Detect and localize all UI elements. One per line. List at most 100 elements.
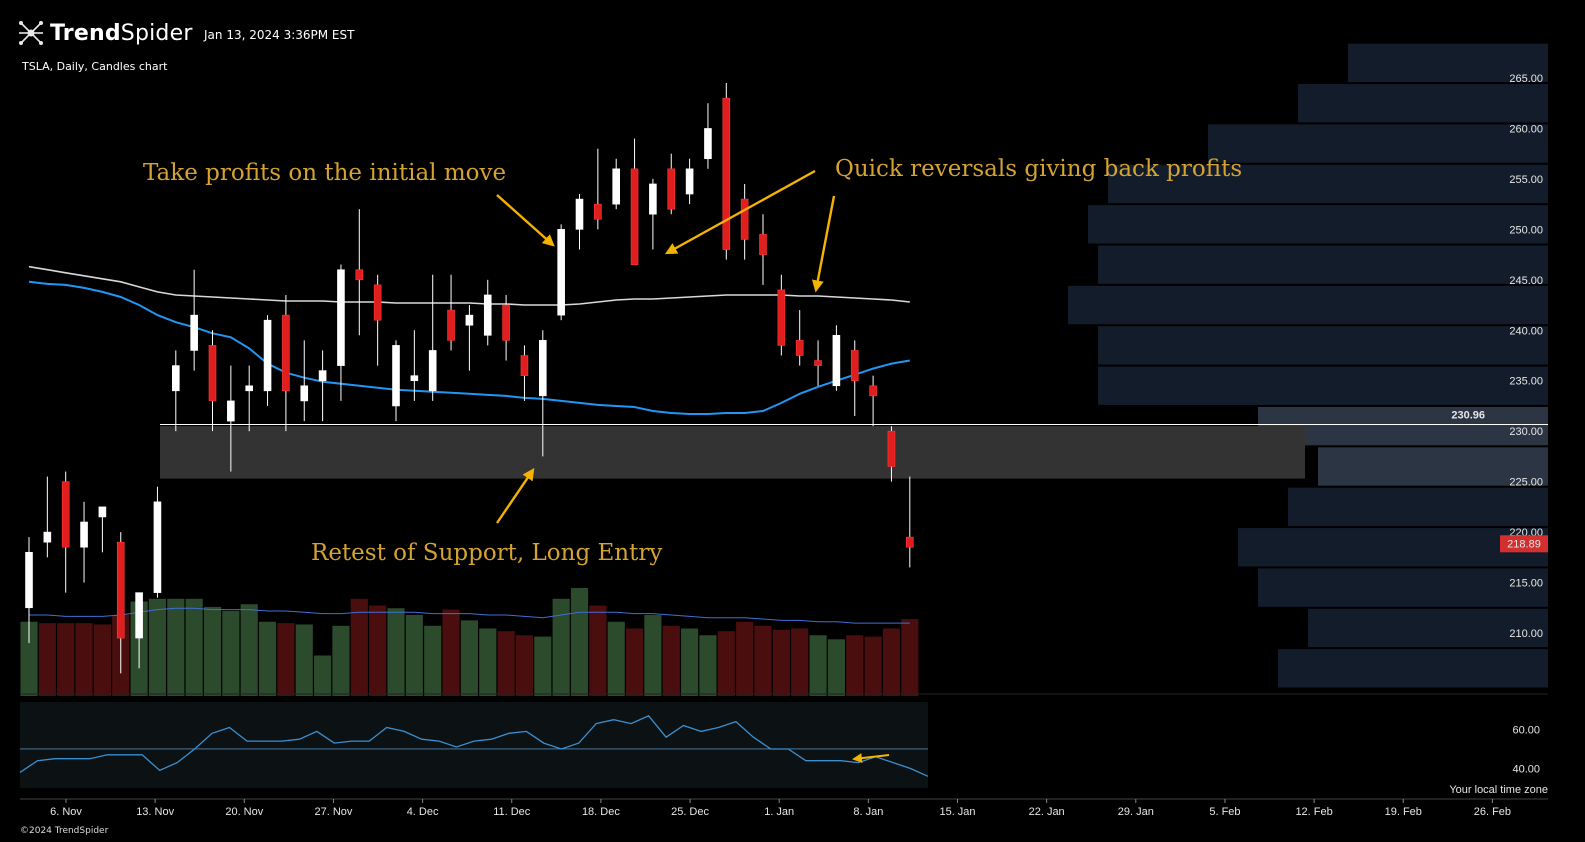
candle [25, 537, 33, 644]
candle-body [318, 370, 327, 382]
volume-bar [93, 624, 111, 696]
volume-bar [736, 621, 754, 696]
arrow-reversal-1 [664, 169, 816, 255]
candle-body [428, 350, 437, 392]
trendspider-logo: TrendSpider [18, 20, 193, 46]
candle [814, 340, 822, 386]
volume-bar [552, 598, 570, 696]
volume-profile-bin [1258, 406, 1548, 446]
candle-body [25, 551, 33, 609]
candle [685, 158, 694, 205]
support-zone [160, 426, 1305, 479]
candle [575, 194, 584, 250]
annotation-quick-reversals: Quick reversals giving back profits [835, 156, 1242, 182]
candle [887, 426, 896, 482]
volume-bar [442, 609, 460, 696]
volume-profile-bin [1278, 649, 1548, 688]
candle-body [575, 198, 584, 230]
price-tick-label: 215.00 [1509, 578, 1543, 590]
candle [80, 501, 88, 583]
volume-profile-bin [1068, 285, 1548, 325]
volume-bar [772, 629, 790, 696]
volume-bar [515, 635, 534, 696]
volume-bar [295, 624, 313, 696]
date-tick-label: 25. Dec [671, 806, 709, 818]
candle-body [208, 345, 217, 402]
candle [116, 532, 125, 674]
logo-text-bold: Trend [50, 20, 121, 46]
volume-profile-bin [1318, 447, 1548, 486]
candle-body [337, 269, 345, 366]
candle-body [795, 340, 804, 356]
date-tick-label: 1. Jan [764, 806, 794, 818]
candle-body [135, 592, 143, 639]
date-tick-label: 18. Dec [582, 806, 620, 818]
volume-bar [57, 623, 75, 696]
volume-profile-bin [1098, 245, 1548, 284]
volume-bar [901, 619, 919, 696]
volume-profile [1068, 43, 1548, 688]
spider-icon [19, 21, 43, 45]
volume-bar [809, 635, 827, 696]
candle [428, 274, 437, 401]
volume-bar [369, 605, 387, 696]
time-axis: 6. Nov 13. Nov 20. Nov 27. Nov 4. Dec 11. Dec… [50, 799, 1511, 818]
candle-body [116, 541, 125, 639]
volume-ma-line [29, 607, 910, 624]
candle-body [300, 385, 309, 402]
date-tick-label: 27. Nov [314, 806, 352, 818]
candle [61, 471, 70, 593]
volume-bar [662, 625, 680, 696]
candle-body [98, 506, 107, 518]
volume-bar [350, 598, 368, 696]
volume-bar [607, 621, 625, 696]
volume-bar [405, 615, 423, 696]
arrow-take-profits [496, 194, 555, 247]
candle [905, 476, 914, 568]
price-tick-label: 235.00 [1509, 376, 1543, 388]
candle [722, 83, 731, 260]
price-tick-label: 265.00 [1509, 73, 1543, 85]
date-tick-label: 11. Dec [493, 806, 531, 818]
volume-bar [258, 621, 277, 696]
candle [667, 153, 676, 215]
logo-text: TrendSpider [50, 21, 193, 46]
candle [245, 365, 253, 432]
candle [483, 279, 492, 346]
candle-body [520, 355, 529, 376]
volume-bar [203, 606, 222, 696]
volume-bar [864, 636, 882, 696]
volume-profile-bin [1098, 326, 1548, 365]
volume-bar [75, 623, 93, 696]
volume-bar [534, 636, 552, 696]
volume-bar [185, 598, 203, 696]
candle [759, 214, 767, 285]
volume-bar [479, 628, 497, 696]
volume-bar [625, 628, 644, 696]
volume-bar [497, 631, 515, 696]
volume-bar [589, 605, 607, 696]
volume-profile-bin [1258, 568, 1548, 607]
candle-body [594, 203, 602, 220]
price-tick-label: 225.00 [1509, 477, 1543, 489]
candle-body [392, 345, 400, 407]
price-tick-label: 260.00 [1509, 123, 1543, 135]
volume-bar [38, 623, 56, 696]
candle-body [612, 168, 621, 205]
volume-bar [681, 628, 699, 696]
price-tick-label: 240.00 [1509, 325, 1543, 337]
candle [135, 592, 143, 669]
candle [227, 365, 235, 472]
candle-body [355, 269, 364, 281]
candle [869, 375, 877, 427]
volume-bar [791, 628, 809, 696]
date-tick-label: 5. Feb [1209, 806, 1240, 818]
candle-body [61, 481, 70, 548]
moving-average-fast [28, 280, 910, 415]
candle-body [282, 314, 290, 392]
candle-body [630, 168, 639, 265]
volume-bar [644, 615, 662, 696]
date-tick-label: 15. Jan [939, 806, 975, 818]
candle-body [263, 319, 272, 392]
